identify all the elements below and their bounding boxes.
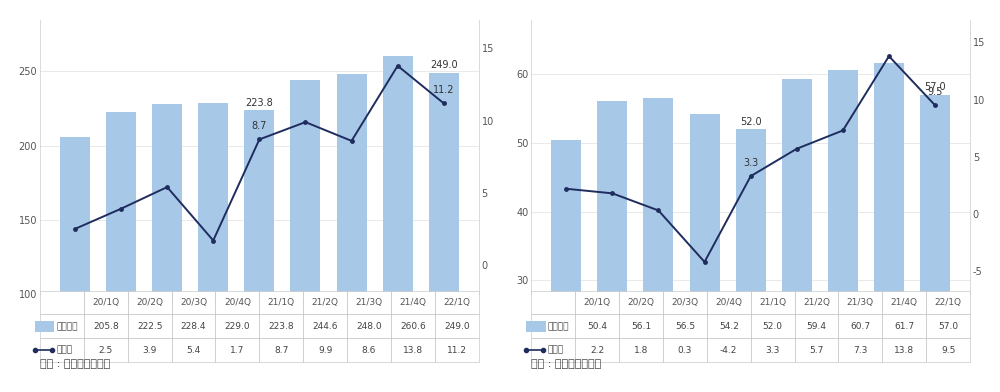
Text: 증감률: 증감률 [56, 346, 73, 355]
Text: 자료 : 여신금융연구소: 자료 : 여신금융연구소 [531, 359, 602, 369]
Text: 52.0: 52.0 [740, 116, 761, 127]
Bar [874, 63, 904, 392]
Bar [920, 95, 950, 392]
Bar [782, 78, 812, 392]
Text: 승인건수: 승인건수 [548, 322, 569, 331]
Bar [429, 73, 459, 392]
Text: 승인금액: 승인금액 [56, 322, 78, 331]
Text: 223.8: 223.8 [245, 98, 273, 108]
Bar [290, 80, 320, 392]
Text: 3.3: 3.3 [743, 158, 758, 168]
Text: 8.7: 8.7 [252, 121, 267, 131]
Bar [152, 103, 182, 392]
Bar [60, 137, 90, 392]
Bar [736, 129, 766, 392]
FancyBboxPatch shape [35, 321, 54, 332]
Bar [643, 98, 673, 392]
Bar [597, 101, 627, 392]
Bar [690, 114, 720, 392]
Bar [828, 70, 858, 392]
Bar [551, 140, 581, 392]
Text: 9.5: 9.5 [927, 87, 943, 97]
Text: 249.0: 249.0 [430, 60, 458, 70]
Text: 증감률: 증감률 [548, 346, 564, 355]
Bar [337, 74, 367, 392]
Bar [383, 56, 413, 392]
Bar [198, 103, 228, 392]
Text: 57.0: 57.0 [924, 82, 946, 92]
Text: 자료 : 여신금융연구소: 자료 : 여신금융연구소 [40, 359, 110, 369]
Text: 11.2: 11.2 [433, 85, 455, 95]
Bar [244, 111, 274, 392]
Bar [106, 112, 136, 392]
FancyBboxPatch shape [526, 321, 546, 332]
